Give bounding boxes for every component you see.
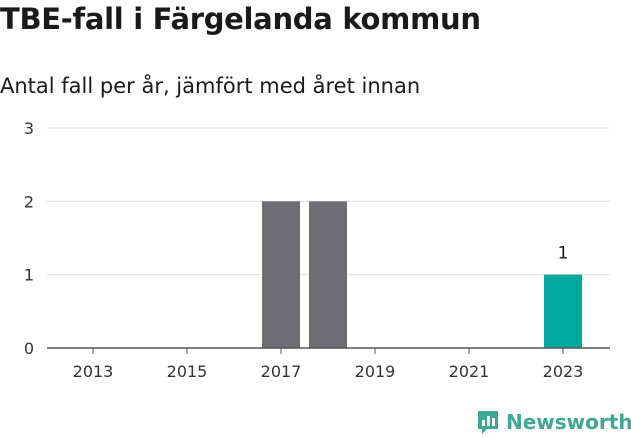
newsworthy-icon <box>478 411 498 434</box>
x-tick-label: 2021 <box>449 362 490 381</box>
y-tick-label: 1 <box>24 266 34 285</box>
bar <box>544 274 582 348</box>
brand-name: Newsworthy <box>506 410 631 434</box>
bar <box>262 201 300 348</box>
chart-subtitle: Antal fall per år, jämfört med året inna… <box>0 74 421 98</box>
x-tick-label: 2013 <box>73 362 114 381</box>
data-label: 1 <box>558 244 569 264</box>
y-tick-label: 0 <box>24 339 34 358</box>
chart-title: TBE-fall i Färgelanda kommun <box>0 2 481 36</box>
x-tick-label: 2015 <box>167 362 208 381</box>
x-tick-label: 2017 <box>261 362 302 381</box>
x-tick-label: 2023 <box>543 362 584 381</box>
y-tick-label: 3 <box>24 119 34 138</box>
x-tick-label: 2019 <box>355 362 396 381</box>
bar <box>309 201 347 348</box>
bar-chart: 0 1 2 3 2013 2015 2017 2019 2021 2023 1 <box>24 119 610 381</box>
y-tick-label: 2 <box>24 192 34 211</box>
newsworthy-logo: Newsworthy <box>476 409 631 435</box>
